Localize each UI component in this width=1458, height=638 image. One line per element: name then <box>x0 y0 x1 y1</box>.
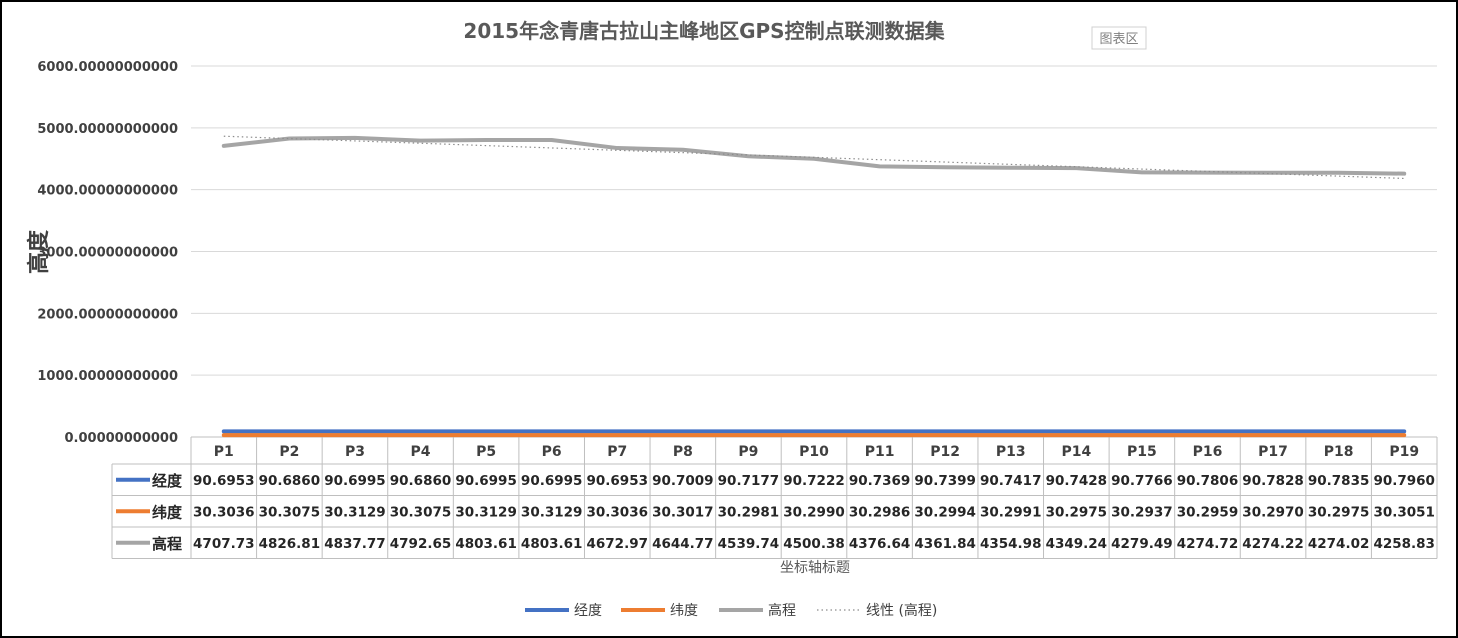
table-cell: 90.7806 <box>1177 473 1239 489</box>
table-cell: 30.3051 <box>1373 504 1435 520</box>
table-series-name: 纬度 <box>152 503 183 521</box>
category-label: P18 <box>1324 444 1354 460</box>
category-label: P1 <box>214 444 234 460</box>
chart-title: 2015年念青唐古拉山主峰地区GPS控制点联测数据集 <box>463 19 945 43</box>
table-series-name: 高程 <box>152 535 182 553</box>
table-cell: 90.7177 <box>718 473 780 489</box>
legend-label-1: 纬度 <box>670 603 698 619</box>
table-cell: 4258.83 <box>1373 536 1435 552</box>
table-cell: 4500.38 <box>783 536 845 552</box>
series-line-2 <box>221 135 1407 176</box>
category-label: P7 <box>607 444 627 460</box>
table-cell: 30.2991 <box>980 504 1042 520</box>
chart-area-tag-box <box>1091 26 1147 50</box>
table-cell: 4376.64 <box>849 536 911 552</box>
category-label: P14 <box>1061 444 1091 460</box>
legend-label-3: 线性 (高程) <box>866 602 937 619</box>
category-label: P9 <box>738 444 758 460</box>
table-cell: 4354.98 <box>980 536 1042 552</box>
table-cell: 30.3075 <box>390 504 452 520</box>
table-cell: 90.7828 <box>1242 473 1304 489</box>
table-cell: 30.2981 <box>718 504 780 520</box>
table-cell: 4274.02 <box>1308 536 1370 552</box>
table-cell: 4803.61 <box>521 536 583 552</box>
table-cell: 90.6860 <box>390 473 452 489</box>
table-cell: 30.3129 <box>521 504 583 520</box>
table-series-name: 经度 <box>152 472 183 490</box>
category-label: P12 <box>930 444 960 460</box>
table-cell: 90.7835 <box>1308 473 1370 489</box>
table-cell: 4707.73 <box>193 536 255 552</box>
table-cell: 30.2975 <box>1046 504 1108 520</box>
y-axis-label: 高度 <box>26 229 52 274</box>
table-cell: 30.2986 <box>849 504 911 520</box>
table-cell: 90.7417 <box>980 473 1042 489</box>
y-tick-label: 5000.00000000000 <box>37 122 178 137</box>
category-label: P15 <box>1127 444 1157 460</box>
table-cell: 30.3129 <box>324 504 386 520</box>
y-tick-label: 4000.00000000000 <box>37 184 178 199</box>
table-cell: 90.6953 <box>193 473 255 489</box>
table-cell: 4539.74 <box>718 536 780 552</box>
table-cell: 90.7222 <box>783 473 845 489</box>
table-cell: 90.7960 <box>1373 473 1435 489</box>
table-cell: 4826.81 <box>259 536 321 552</box>
y-tick-label: 3000.00000000000 <box>37 246 178 261</box>
category-label: P19 <box>1389 444 1419 460</box>
table-cell: 4279.49 <box>1111 536 1173 552</box>
y-tick-label: 6000.00000000000 <box>37 60 178 75</box>
table-cell: 4274.22 <box>1242 536 1304 552</box>
table-cell: 30.3129 <box>455 504 517 520</box>
table-cell: 4672.97 <box>587 536 649 552</box>
category-label: P10 <box>799 444 829 460</box>
table-cell: 90.6995 <box>455 473 517 489</box>
y-tick-label: 2000.00000000000 <box>37 307 178 322</box>
category-label: P2 <box>279 444 299 460</box>
table-cell: 90.6995 <box>324 473 386 489</box>
table-cell: 30.2994 <box>914 504 976 520</box>
category-label: P16 <box>1193 444 1223 460</box>
category-label: P5 <box>476 444 496 460</box>
category-label: P11 <box>865 444 895 460</box>
chart-area-tag: 图表区 <box>1099 32 1138 47</box>
table-cell: 90.7009 <box>652 473 714 489</box>
category-label: P13 <box>996 444 1026 460</box>
category-label: P17 <box>1258 444 1288 460</box>
trendline <box>223 135 1405 180</box>
table-cell: 90.6860 <box>259 473 321 489</box>
legend-label-0: 经度 <box>574 603 602 619</box>
y-tick-label: 0.00000000000 <box>65 431 178 446</box>
table-cell: 30.3075 <box>259 504 321 520</box>
category-label: P3 <box>345 444 365 460</box>
table-cell: 90.6953 <box>587 473 649 489</box>
table-cell: 4644.77 <box>652 536 714 552</box>
table-cell: 30.3036 <box>587 504 649 520</box>
table-cell: 30.2990 <box>783 504 845 520</box>
table-cell: 90.6995 <box>521 473 583 489</box>
category-label: P8 <box>673 444 693 460</box>
table-cell: 90.7766 <box>1111 473 1173 489</box>
table-cell: 90.7399 <box>914 473 976 489</box>
table-cell: 90.7369 <box>849 473 911 489</box>
category-label: P4 <box>411 444 431 460</box>
table-cell: 4837.77 <box>324 536 386 552</box>
table-cell: 4349.24 <box>1046 536 1108 552</box>
table-cell: 30.2937 <box>1111 504 1173 520</box>
x-axis-label: 坐标轴标题 <box>780 560 850 576</box>
table-cell: 30.2975 <box>1308 504 1370 520</box>
table-cell: 4361.84 <box>914 536 976 552</box>
table-cell: 30.2959 <box>1177 504 1239 520</box>
table-cell: 4792.65 <box>390 536 452 552</box>
y-tick-label: 1000.00000000000 <box>37 369 178 384</box>
table-cell: 90.7428 <box>1046 473 1108 489</box>
table-cell: 30.2970 <box>1242 504 1304 520</box>
category-label: P6 <box>542 444 562 460</box>
legend-label-2: 高程 <box>768 602 796 619</box>
table-cell: 30.3036 <box>193 504 255 520</box>
table-cell: 30.3017 <box>652 504 714 520</box>
table-cell: 4274.72 <box>1177 536 1239 552</box>
table-cell: 4803.61 <box>455 536 517 552</box>
